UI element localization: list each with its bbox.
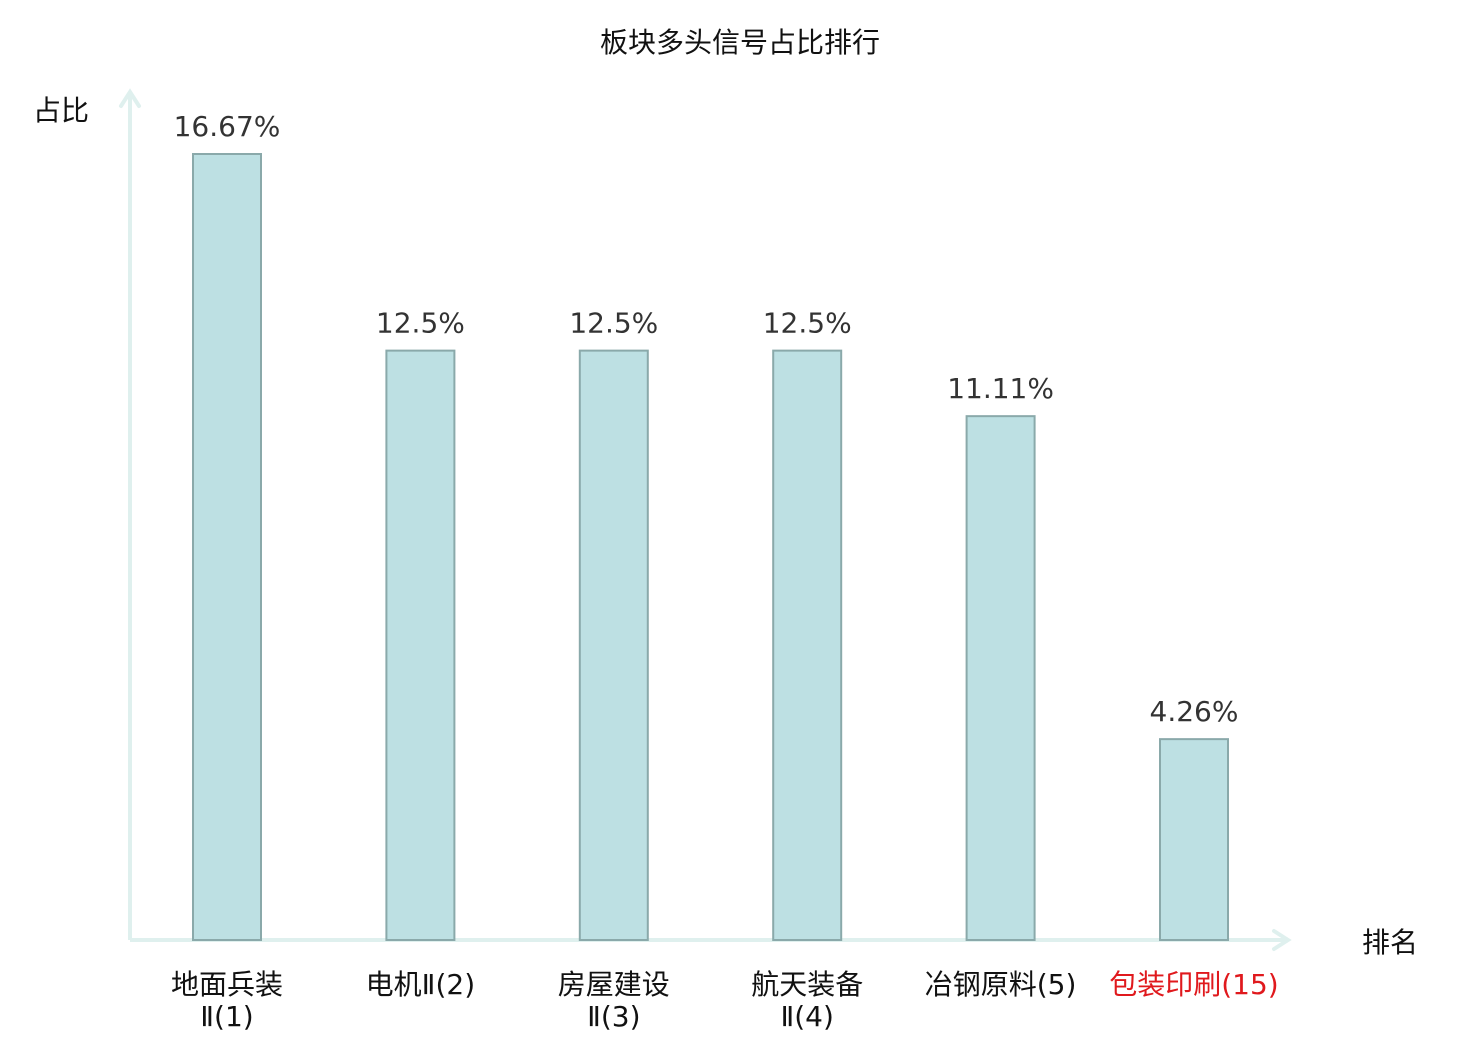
x-tick-label: 航天装备 bbox=[751, 968, 863, 1001]
bar-value-label: 16.67% bbox=[174, 110, 281, 143]
bar bbox=[1159, 738, 1229, 941]
bar bbox=[772, 349, 843, 942]
bar bbox=[965, 415, 1036, 941]
axes bbox=[119, 88, 1292, 951]
bar bbox=[578, 349, 649, 942]
bar-value-label: 4.26% bbox=[1150, 695, 1239, 728]
x-tick-label-line2: Ⅱ(3) bbox=[587, 1000, 640, 1033]
chart-title: 板块多头信号占比排行 bbox=[600, 26, 880, 59]
x-tick-label: 电机Ⅱ(2) bbox=[366, 968, 475, 1001]
x-axis-arrow-icon bbox=[1272, 929, 1292, 951]
x-tick-label: 地面兵装 bbox=[171, 968, 283, 1001]
bar-value-label: 11.11% bbox=[947, 372, 1054, 405]
bar-value-label: 12.5% bbox=[763, 307, 852, 340]
bar bbox=[192, 153, 262, 941]
bar-value-label: 12.5% bbox=[569, 307, 658, 340]
x-tick-label: 房屋建设 bbox=[558, 968, 670, 1001]
x-tick-label: 冶钢原料(5) bbox=[925, 968, 1077, 1001]
y-axis-arrow-icon bbox=[119, 88, 141, 108]
x-tick-label-line2: Ⅱ(4) bbox=[780, 1000, 833, 1033]
x-tick-label-line2: Ⅱ(1) bbox=[200, 1000, 253, 1033]
x-axis-label: 排名 bbox=[1362, 926, 1418, 959]
x-tick-label: 包装印刷(15) bbox=[1109, 968, 1278, 1001]
bar-value-label: 12.5% bbox=[376, 307, 465, 340]
bar bbox=[385, 349, 456, 942]
y-axis-label: 占比 bbox=[33, 94, 89, 127]
